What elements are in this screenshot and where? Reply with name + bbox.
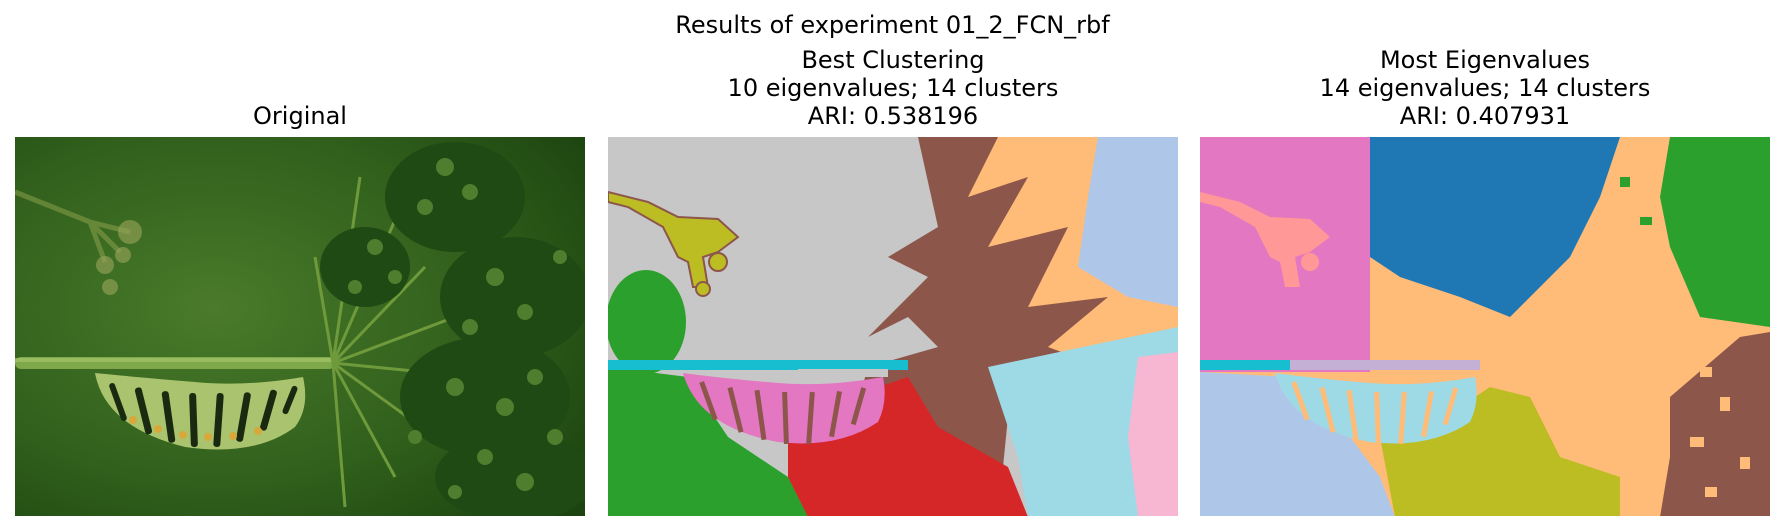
original-photo (15, 137, 585, 516)
panel-title-line-2: 10 eigenvalues; 14 clusters (727, 74, 1059, 102)
segmentation-most-eigenvalues (1200, 137, 1770, 516)
panel-title-line-1: Best Clustering (801, 46, 985, 74)
panel-title: Original (253, 102, 347, 130)
panel-title-line-1: Most Eigenvalues (1379, 46, 1591, 74)
panel-title-line-3: ARI: 0.538196 (807, 102, 979, 130)
segmentation-best-clustering (608, 137, 1178, 516)
panel-title-line-3: ARI: 0.407931 (1399, 102, 1571, 130)
panel-title-line-2: 14 eigenvalues; 14 clusters (1319, 74, 1651, 102)
figure-title: Results of experiment 01_2_FCN_rbf (675, 11, 1110, 39)
